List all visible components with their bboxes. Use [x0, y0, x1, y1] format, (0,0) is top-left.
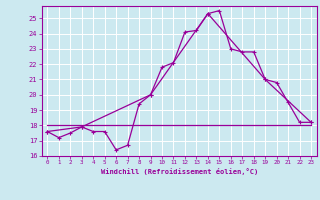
X-axis label: Windchill (Refroidissement éolien,°C): Windchill (Refroidissement éolien,°C) — [100, 168, 258, 175]
